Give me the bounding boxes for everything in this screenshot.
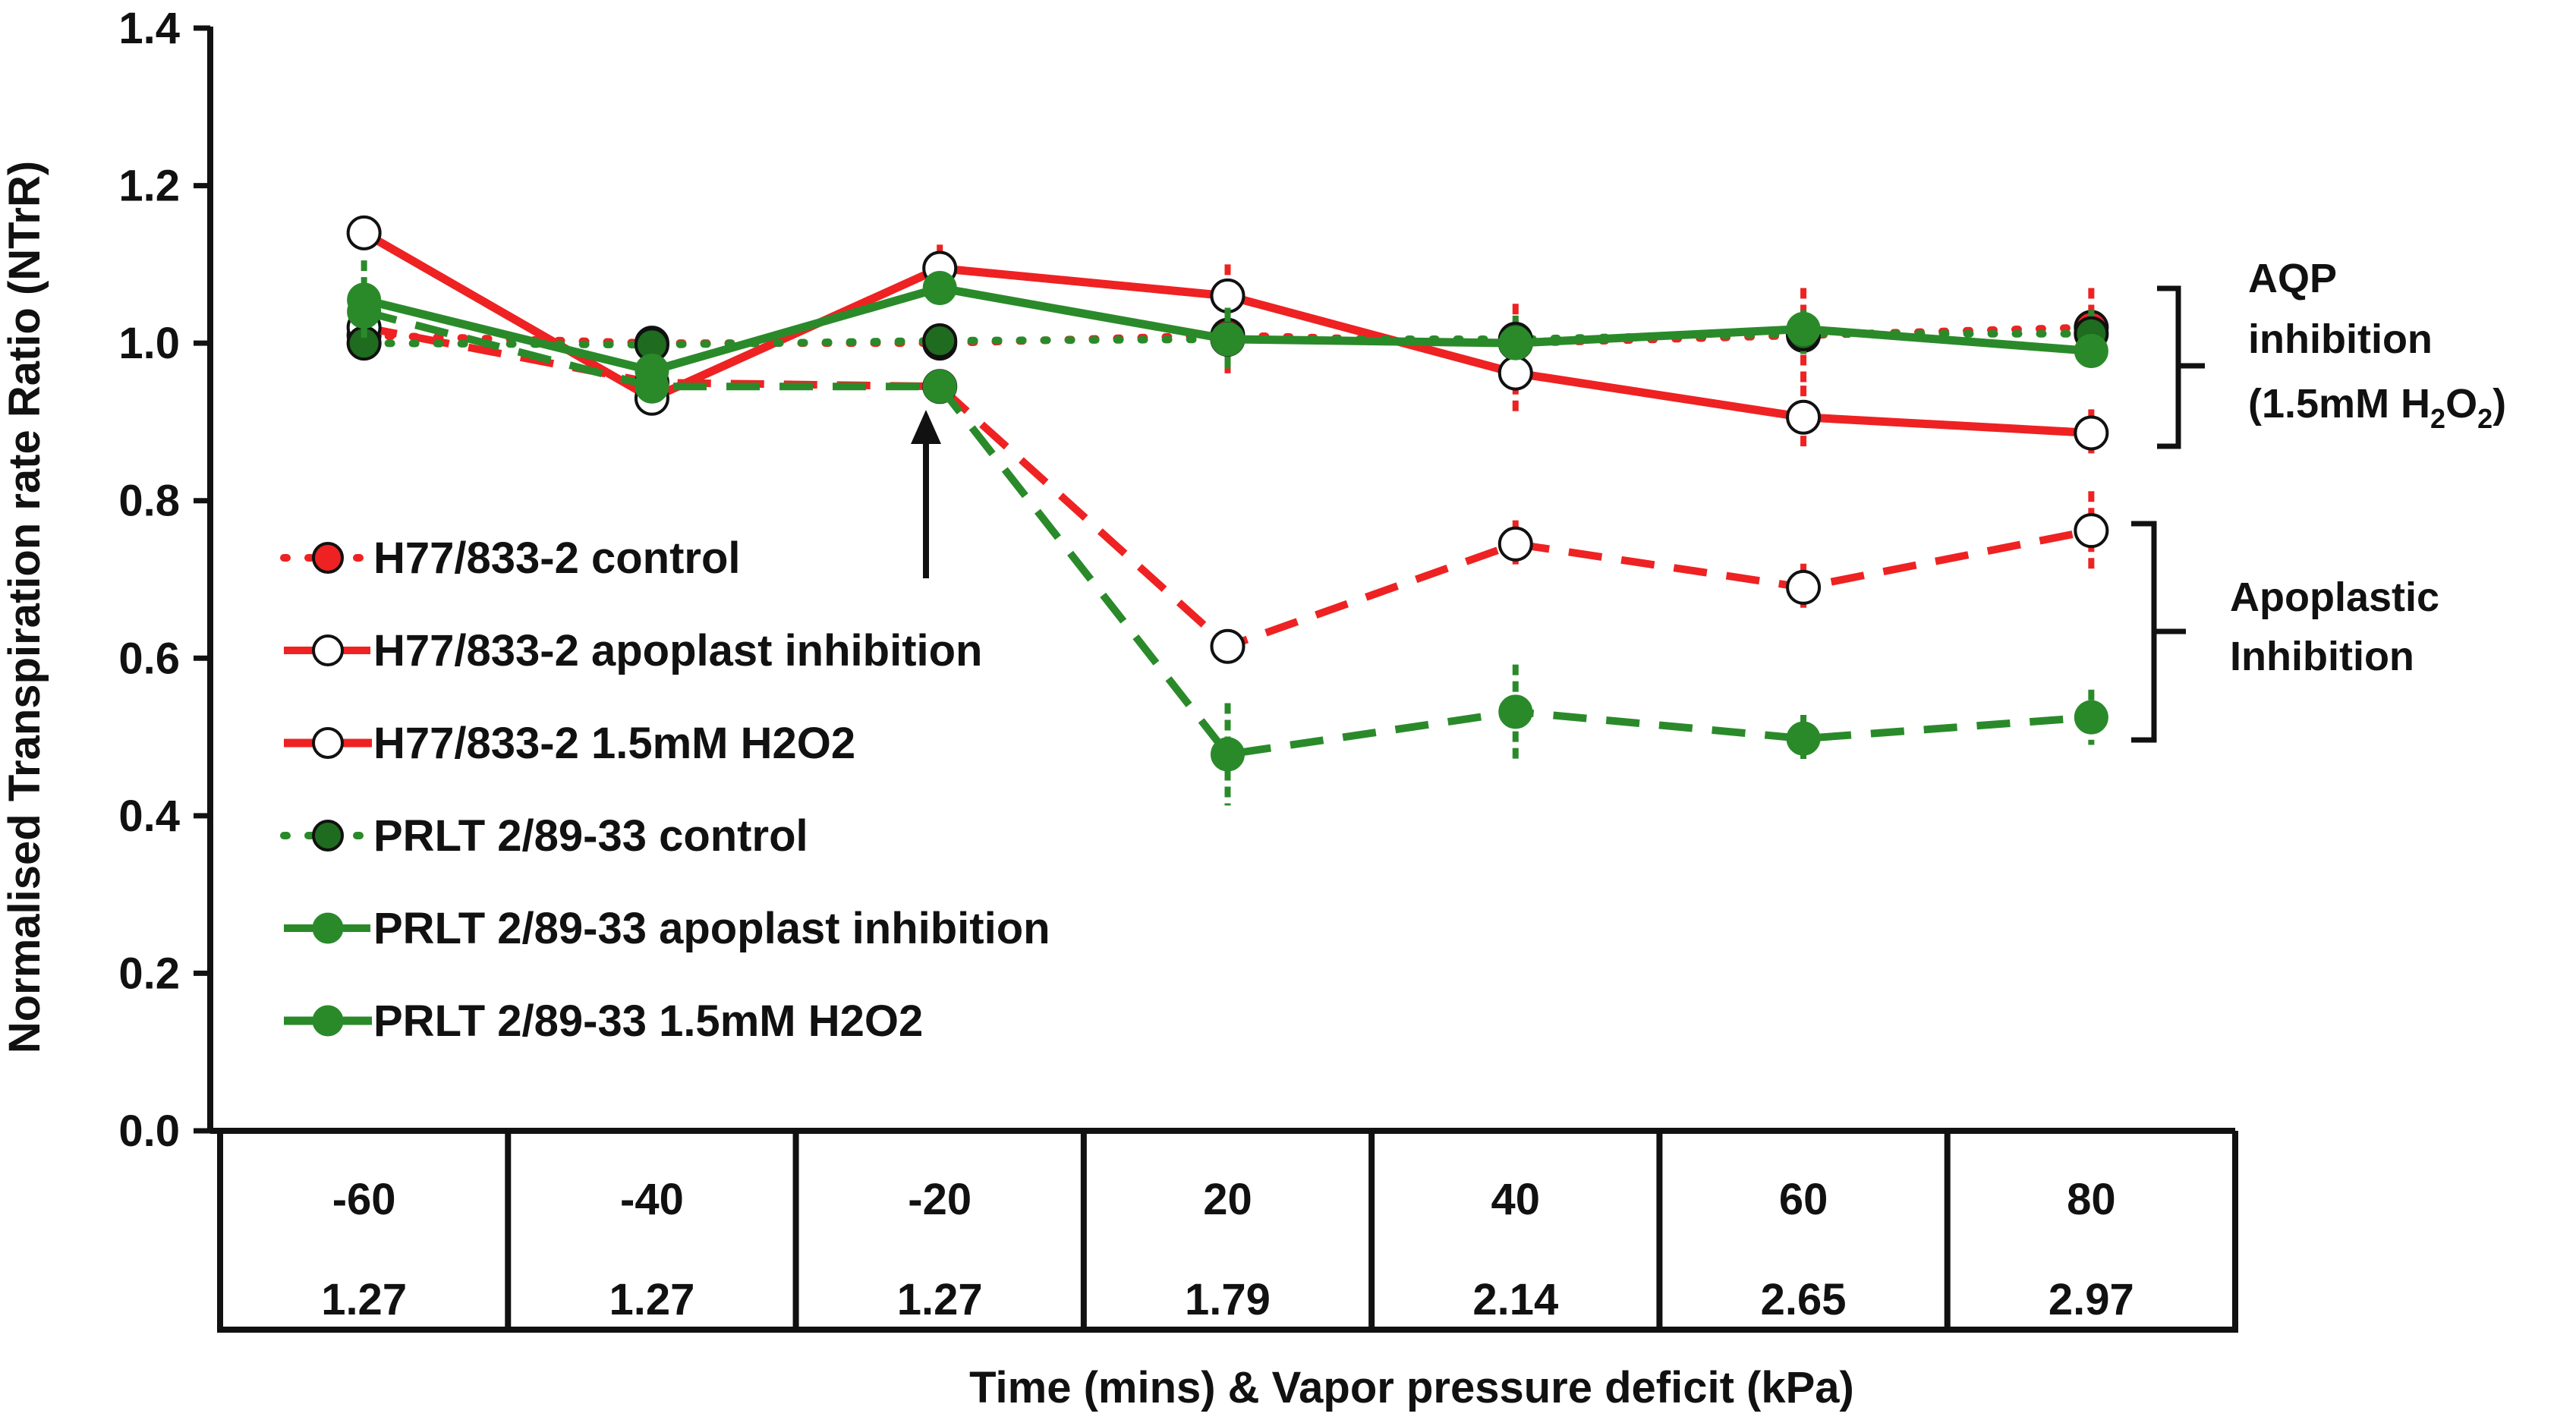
y-tick-label: 0.8 [118, 477, 180, 526]
data-point [1497, 355, 1533, 391]
legend-item-0: H77/833-2 control [280, 534, 741, 583]
event-arrow-head [911, 410, 941, 444]
data-point [1786, 721, 1821, 756]
aqp-label-line1: AQP [2248, 256, 2337, 301]
data-point [2074, 415, 2109, 451]
apoplastic-label-line1: Apoplastic [2230, 575, 2439, 620]
series-5 [347, 260, 2108, 388]
x-tick-label-time: 40 [1491, 1175, 1541, 1224]
x-tick-label-time: 60 [1779, 1175, 1828, 1224]
data-point [1786, 569, 1822, 605]
data-point [1497, 526, 1533, 562]
y-tick-label: 0.0 [118, 1107, 180, 1156]
axes-layer: 0.0 0.2 0.4 0.6 0.8 1.0 1.2 1.4 -60 -40 -20 20 40 60 8… [118, 4, 2238, 1333]
data-point [635, 353, 669, 388]
y-axis-title: Normalised Transpiration rate Ratio (NTr… [0, 161, 49, 1053]
x-tick-label-vpd: 1.27 [609, 1275, 694, 1324]
aqp-label-sub2: 2 [2477, 403, 2493, 434]
y-tick-label: 0.2 [118, 949, 180, 998]
legend-item-2: H77/833-2 1.5mM H2O2 [284, 719, 855, 768]
legend: H77/833-2 control H77/833-2 apoplast inhi… [280, 534, 1050, 1046]
legend-swatch-marker [312, 542, 344, 574]
data-point [1786, 311, 1821, 346]
legend-label: PRLT 2/89-33 apoplast inhibition [373, 904, 1050, 953]
data-point [922, 270, 957, 305]
y-tick-label: 1.2 [118, 162, 180, 211]
x-tick-label-vpd: 1.27 [897, 1275, 983, 1324]
data-point [1498, 694, 1533, 729]
x-tick-label-vpd: 2.14 [1472, 1275, 1558, 1324]
apoplastic-label-line2: Inhibition [2230, 634, 2414, 679]
x-tick-label-time: -20 [908, 1175, 972, 1224]
data-point [1210, 278, 1245, 313]
aqp-bracket [2157, 285, 2205, 449]
x-tick-label-vpd: 2.65 [1761, 1275, 1847, 1324]
series-layer [346, 215, 2109, 806]
x-tick-label-vpd: 2.97 [2049, 1275, 2134, 1324]
y-tick-label: 1.0 [118, 319, 180, 368]
data-point [1211, 322, 1245, 357]
aqp-label-part1: (1.5mM H [2248, 381, 2430, 427]
apoplastic-bracket [2131, 521, 2186, 743]
legend-item-3: PRLT 2/89-33 control [280, 811, 808, 861]
y-tick-label: 1.4 [118, 4, 180, 53]
data-point [2074, 334, 2108, 369]
data-point [2074, 513, 2109, 549]
x-tick-label-time: 80 [2067, 1175, 2116, 1224]
data-point [922, 323, 958, 359]
aqp-label-part2: O [2445, 381, 2477, 427]
data-point [1211, 737, 1245, 772]
data-point [346, 215, 382, 250]
legend-swatch-marker [312, 1005, 344, 1037]
legend-swatch-marker [312, 634, 344, 666]
x-axis-title: Time (mins) & Vapor pressure deficit (kP… [969, 1363, 1854, 1412]
aqp-label-line2: inhibition [2248, 316, 2433, 362]
legend-label: H77/833-2 apoplast inhibition [373, 626, 982, 675]
x-tick-label-vpd: 1.79 [1185, 1275, 1271, 1324]
data-point [922, 369, 957, 404]
aqp-label-sub1: 2 [2430, 403, 2445, 434]
legend-swatch-marker [312, 820, 344, 852]
x-tick-label-time: -60 [332, 1175, 396, 1224]
data-point [1786, 399, 1822, 435]
legend-item-1: H77/833-2 apoplast inhibition [284, 626, 982, 675]
y-tick-label: 0.4 [118, 792, 180, 841]
legend-swatch-marker [312, 912, 344, 944]
legend-label: PRLT 2/89-33 control [373, 811, 808, 861]
legend-label: H77/833-2 control [373, 534, 741, 583]
x-tick-label-vpd: 1.27 [321, 1275, 407, 1324]
data-point [1498, 326, 1533, 360]
data-point [2074, 700, 2108, 735]
legend-item-4: PRLT 2/89-33 apoplast inhibition [284, 904, 1050, 953]
aqp-label-line3: (1.5mM H2O2) [2248, 381, 2506, 434]
legend-item-5: PRLT 2/89-33 1.5mM H2O2 [284, 996, 923, 1046]
x-tick-label-time: 20 [1203, 1175, 1252, 1224]
legend-swatch-marker [312, 727, 344, 759]
data-point [347, 282, 382, 317]
data-point [1210, 628, 1245, 664]
aqp-label-part3: ) [2493, 381, 2506, 427]
legend-label: H77/833-2 1.5mM H2O2 [373, 719, 855, 768]
x-tick-label-time: -40 [620, 1175, 684, 1224]
legend-label: PRLT 2/89-33 1.5mM H2O2 [373, 996, 923, 1046]
y-tick-label: 0.6 [118, 634, 180, 683]
